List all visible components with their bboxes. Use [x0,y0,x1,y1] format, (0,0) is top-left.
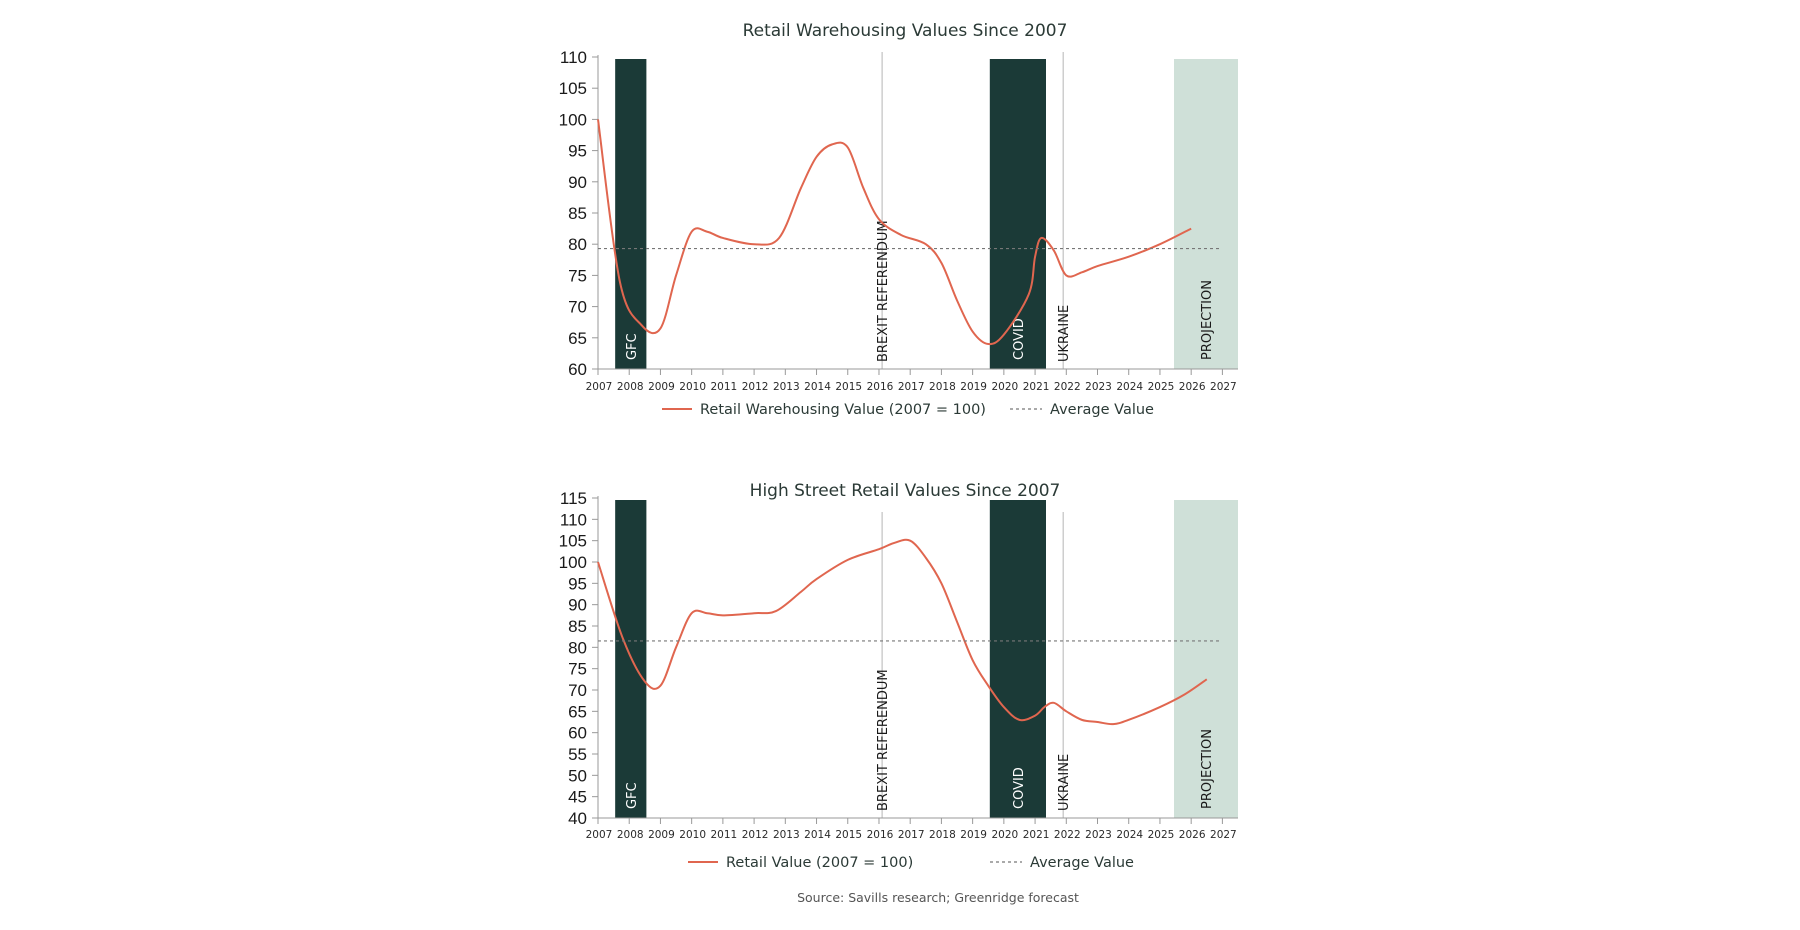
event-band-covid [989,500,1046,818]
y-tick-label: 45 [568,788,587,807]
y-tick-label: 110 [560,510,587,529]
y-tick-label: 80 [568,638,587,657]
x-tick-label: 2007 [586,381,613,393]
y-tick-label: 40 [568,809,587,828]
event-band-projection [1174,59,1238,369]
y-tick-label: 85 [568,617,587,636]
x-tick-label: 2017 [898,381,925,393]
x-tick-label: 2009 [648,381,675,393]
x-tick-label: 2008 [617,829,644,841]
band-label-projection: PROJECTION [1200,729,1215,809]
band-label-gfc: GFC [625,333,640,360]
y-tick-label: 100 [559,110,587,129]
x-tick-label: 2018 [929,829,956,841]
x-tick-label: 2018 [929,381,956,393]
event-label-ukraine: UKRAINE [1057,754,1072,811]
y-tick-label: 60 [568,724,587,743]
x-tick-label: 2025 [1148,381,1175,393]
y-tick-label: 75 [568,266,587,285]
y-tick-label: 70 [568,681,587,700]
x-tick-label: 2007 [586,829,613,841]
x-tick-label: 2026 [1179,829,1206,841]
event-label-brexit-referendum: BREXIT REFERENDUM [876,669,891,811]
event-band-covid [989,59,1046,369]
y-tick-label: 95 [568,142,587,161]
y-tick-label: 105 [559,79,587,98]
source-note: Source: Savills research; Greenridge for… [797,890,1079,905]
y-tick-label: 95 [568,574,587,593]
y-tick-label: 90 [568,596,587,615]
x-tick-label: 2025 [1148,829,1175,841]
y-tick-label: 75 [568,660,587,679]
x-tick-label: 2017 [898,829,925,841]
y-tick-label: 105 [559,532,587,551]
band-label-covid: COVID [1012,318,1027,360]
x-tick-label: 2010 [679,829,706,841]
legend-label-average: Average Value [1030,855,1134,871]
x-tick-label: 2024 [1116,829,1143,841]
y-tick-label: 85 [568,204,587,223]
x-tick-label: 2020 [991,829,1018,841]
band-label-projection: PROJECTION [1200,280,1215,360]
x-tick-label: 2023 [1085,381,1112,393]
band-label-covid: COVID [1012,767,1027,809]
x-tick-label: 2016 [867,829,894,841]
y-tick-label: 100 [559,553,587,572]
value-series-line [597,538,1208,726]
x-tick-label: 2008 [617,381,644,393]
x-tick-label: 2014 [804,381,831,393]
y-tick-label: 65 [568,329,587,348]
x-tick-label: 2022 [1054,381,1081,393]
x-tick-label: 2009 [648,829,675,841]
x-tick-label: 2015 [835,829,862,841]
x-tick-label: 2019 [960,381,987,393]
x-tick-label: 2011 [711,381,738,393]
legend-label-average: Average Value [1050,402,1154,418]
event-label-brexit-referendum: BREXIT REFERENDUM [876,220,891,362]
x-tick-label: 2023 [1085,829,1112,841]
x-tick-label: 2021 [1023,829,1050,841]
y-tick-label: 70 [568,298,587,317]
y-tick-label: 90 [568,173,587,192]
band-label-gfc: GFC [625,782,640,809]
y-tick-label: 110 [560,48,587,67]
x-tick-label: 2027 [1210,829,1237,841]
legend-label-value: Retail Warehousing Value (2007 = 100) [700,402,986,418]
y-tick-label: 55 [568,745,587,764]
event-band-gfc [615,59,647,369]
y-tick-label: 80 [568,235,587,254]
chart-2: High Street Retail Values Since 2007 40 45… [559,481,1238,871]
x-tick-label: 2015 [835,381,862,393]
x-tick-label: 2011 [711,829,738,841]
x-tick-label: 2012 [742,829,769,841]
x-tick-label: 2013 [773,829,800,841]
chart-title: Retail Warehousing Values Since 2007 [743,21,1068,41]
x-tick-label: 2019 [960,829,987,841]
value-series-line [597,119,1192,346]
x-tick-label: 2024 [1116,381,1143,393]
chart-title: High Street Retail Values Since 2007 [750,481,1061,501]
x-tick-label: 2022 [1054,829,1081,841]
x-tick-label: 2026 [1179,381,1206,393]
x-tick-label: 2013 [773,381,800,393]
x-tick-label: 2020 [991,381,1018,393]
x-tick-label: 2027 [1210,381,1237,393]
event-label-ukraine: UKRAINE [1057,305,1072,362]
y-tick-label: 50 [568,766,587,785]
x-tick-label: 2014 [804,829,831,841]
chart-1: Retail Warehousing Values Since 2007 60 65… [559,21,1238,418]
x-tick-label: 2016 [867,381,894,393]
x-tick-label: 2021 [1023,381,1050,393]
y-tick-label: 65 [568,702,587,721]
x-tick-label: 2012 [742,381,769,393]
legend-label-value: Retail Value (2007 = 100) [726,855,913,871]
y-tick-label: 115 [560,489,587,508]
x-tick-label: 2010 [679,381,706,393]
event-band-projection [1174,500,1238,818]
y-tick-label: 60 [568,360,587,379]
